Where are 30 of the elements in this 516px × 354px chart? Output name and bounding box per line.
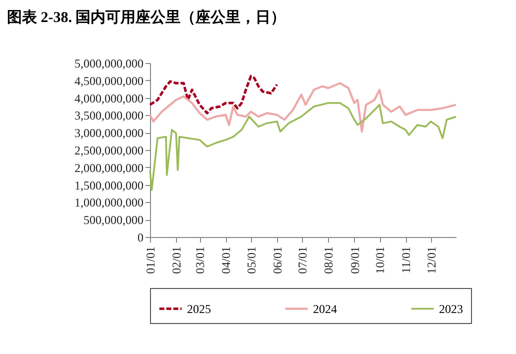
y-tick-label: 500,000,000: [84, 213, 144, 228]
x-tick-label: 09/01: [348, 246, 362, 274]
x-tick-label: 08/01: [322, 246, 336, 274]
y-tick-label: 1,000,000,000: [74, 196, 144, 210]
x-tick-label: 06/01: [270, 246, 284, 274]
x-tick-label: 03/01: [193, 246, 208, 274]
y-tick-label: 4,000,000,000: [74, 91, 144, 106]
y-tick-label: 2,000,000,000: [74, 160, 144, 175]
legend-label: 2024: [313, 302, 337, 316]
y-tick-label: 5,000,000,000: [74, 56, 144, 70]
line-series: [149, 102, 457, 191]
y-tick-label: 3,000,000,000: [74, 126, 144, 140]
chart-title: 图表 2-38. 国内可用座公里（座公里，日）: [7, 8, 286, 26]
x-tick-label: 05/01: [244, 246, 258, 274]
y-tick-label: 2,500,000,000: [74, 144, 144, 158]
x-tick-label: 02/01: [170, 246, 184, 274]
x-tick-label: 07/01: [296, 246, 310, 274]
y-tick-label: 3,500,000,000: [74, 108, 144, 123]
x-tick-label: 12/01: [424, 246, 438, 274]
x-tick-label: 04/01: [219, 246, 234, 274]
line-series: [148, 82, 458, 133]
line-series: [148, 74, 278, 114]
y-tick-label: 4,500,000,000: [74, 74, 144, 88]
x-tick-label: 01/01: [144, 246, 158, 274]
legend-label: 2023: [439, 302, 463, 316]
legend-label: 2025: [187, 302, 211, 316]
y-tick-label: 1,500,000,000: [74, 178, 144, 192]
x-tick-label: 10/01: [373, 246, 387, 274]
x-tick-label: 11/01: [399, 246, 414, 274]
y-tick-label: 0: [138, 230, 144, 244]
